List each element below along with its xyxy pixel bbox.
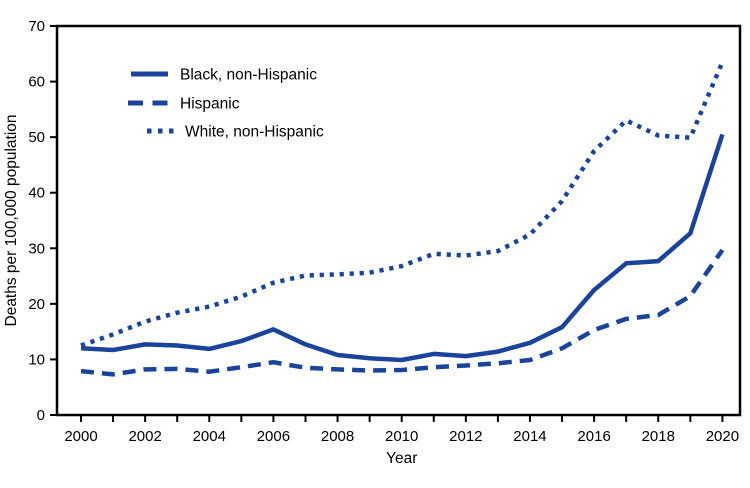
series-line-black-non-hispanic xyxy=(80,133,725,363)
x-axis-tick-label: 2006 xyxy=(257,428,290,445)
x-axis-tick-label: 2002 xyxy=(128,428,161,445)
x-axis-tick-label: 2008 xyxy=(321,428,354,445)
legend-label: Hispanic xyxy=(180,96,240,113)
x-axis-tick-label: 2018 xyxy=(642,428,675,445)
x-axis-tick-label: 2004 xyxy=(193,428,226,445)
x-axis-tick-label: 2020 xyxy=(706,428,739,445)
series-line-hispanic xyxy=(80,248,725,377)
x-axis-tick-label: 2014 xyxy=(513,428,546,445)
legend-label: Black, non-Hispanic xyxy=(180,67,317,84)
y-axis-tick-label: 60 xyxy=(28,74,45,91)
y-axis-tick-label: 0 xyxy=(37,407,45,424)
y-axis-tick-label: 20 xyxy=(28,296,45,313)
legend-label: White, non-Hispanic xyxy=(185,124,324,141)
series-line-white-non-hispanic xyxy=(80,61,725,348)
y-axis-tick-label: 40 xyxy=(28,185,45,202)
plot-frame xyxy=(55,24,742,417)
x-axis-tick-label: 2000 xyxy=(64,428,97,445)
x-axis-tick-label: 2012 xyxy=(449,428,482,445)
x-axis-tick-label: 2016 xyxy=(577,428,610,445)
y-axis-tick-label: 70 xyxy=(28,18,45,35)
y-axis-tick-label: 50 xyxy=(28,129,45,146)
y-axis-title: Deaths per 100,000 population xyxy=(3,115,20,327)
x-axis-title: Year xyxy=(386,450,417,467)
x-axis-tick-label: 2010 xyxy=(385,428,418,445)
y-axis-tick-label: 10 xyxy=(28,351,45,368)
y-axis-tick-label: 30 xyxy=(28,240,45,257)
